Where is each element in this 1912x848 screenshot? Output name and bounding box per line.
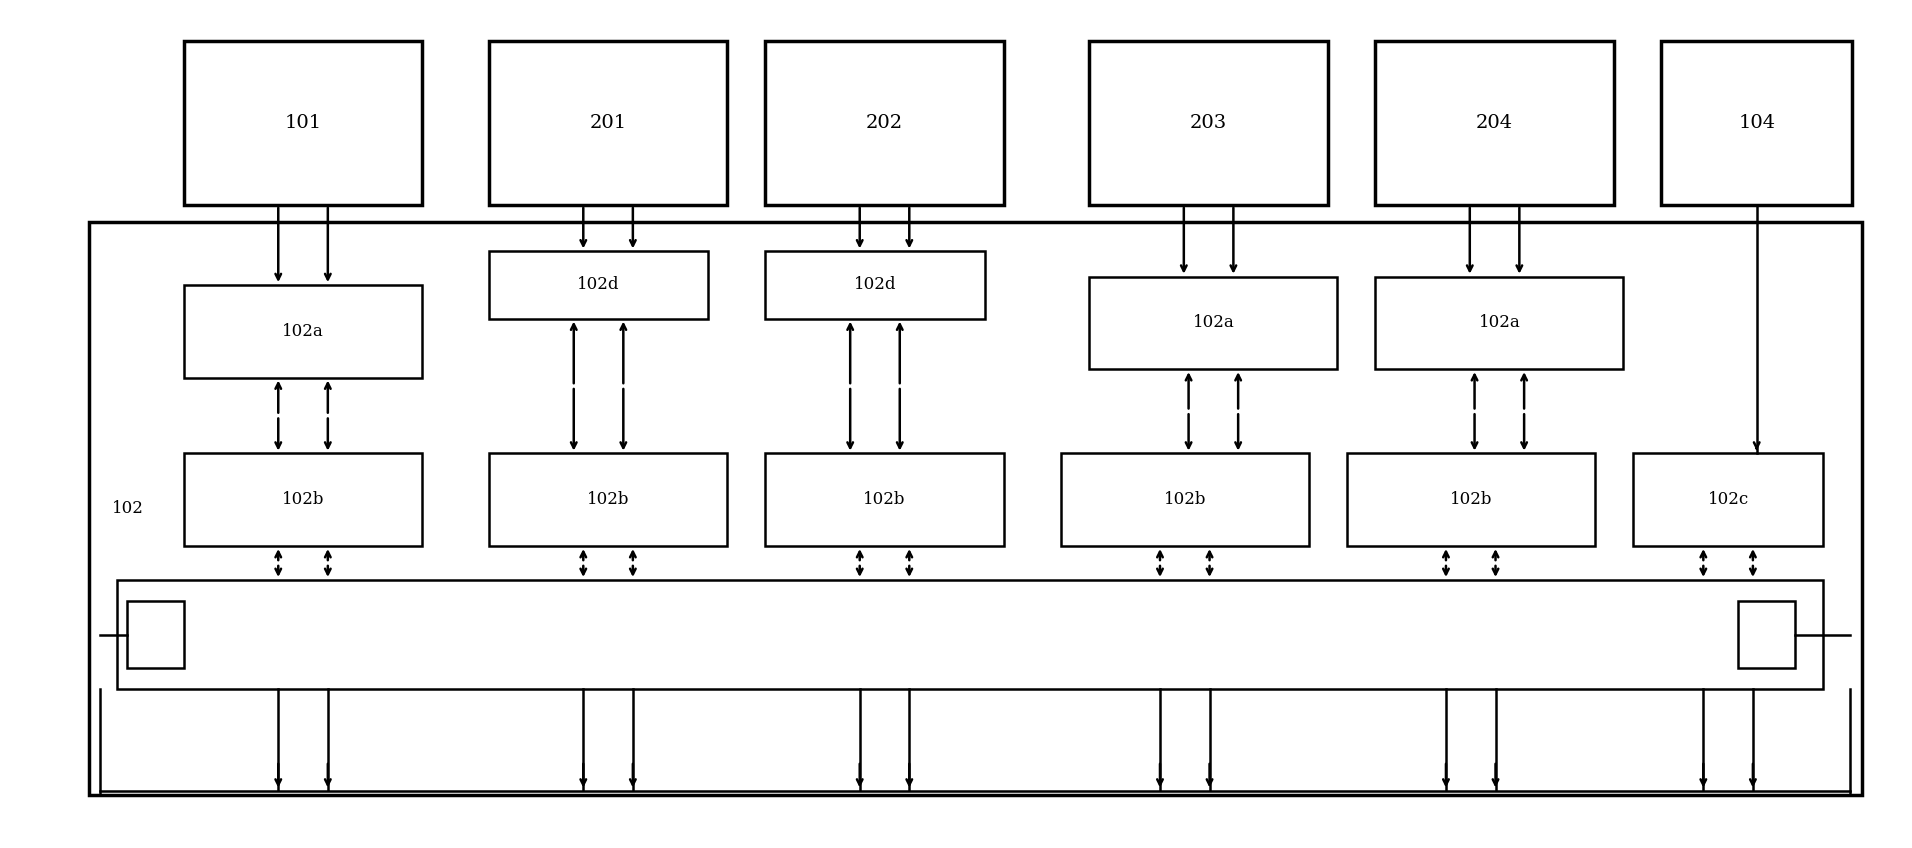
Bar xyxy=(1375,41,1614,205)
Text: 104: 104 xyxy=(1738,114,1774,131)
Text: 102a: 102a xyxy=(1193,315,1235,332)
Text: 102b: 102b xyxy=(1449,491,1491,508)
Text: 102: 102 xyxy=(111,499,143,516)
Bar xyxy=(489,454,727,546)
Text: 204: 204 xyxy=(1476,114,1512,131)
Bar xyxy=(1061,454,1308,546)
Bar xyxy=(1662,41,1853,205)
Text: 102a: 102a xyxy=(283,323,323,340)
Bar xyxy=(765,454,1004,546)
Text: 102b: 102b xyxy=(862,491,906,508)
Text: 102a: 102a xyxy=(1478,315,1520,332)
Text: 101: 101 xyxy=(285,114,321,131)
Bar xyxy=(765,251,985,319)
Bar xyxy=(184,454,423,546)
Bar xyxy=(489,251,707,319)
Bar xyxy=(88,222,1862,795)
Text: 203: 203 xyxy=(1189,114,1228,131)
Bar xyxy=(1090,41,1327,205)
Text: 201: 201 xyxy=(589,114,627,131)
Text: 102c: 102c xyxy=(1707,491,1749,508)
Text: 102d: 102d xyxy=(855,276,897,293)
Text: 102b: 102b xyxy=(1164,491,1206,508)
Bar xyxy=(126,601,184,668)
Bar xyxy=(1375,276,1623,369)
Bar xyxy=(1738,601,1795,668)
Bar xyxy=(1346,454,1595,546)
Text: 102d: 102d xyxy=(577,276,619,293)
Bar xyxy=(1633,454,1824,546)
Text: 202: 202 xyxy=(866,114,902,131)
Bar xyxy=(489,41,727,205)
Text: 102b: 102b xyxy=(587,491,629,508)
Text: 102b: 102b xyxy=(281,491,325,508)
Bar xyxy=(765,41,1004,205)
Bar xyxy=(184,41,423,205)
Bar xyxy=(117,580,1824,689)
Bar xyxy=(184,285,423,377)
Bar xyxy=(1090,276,1336,369)
